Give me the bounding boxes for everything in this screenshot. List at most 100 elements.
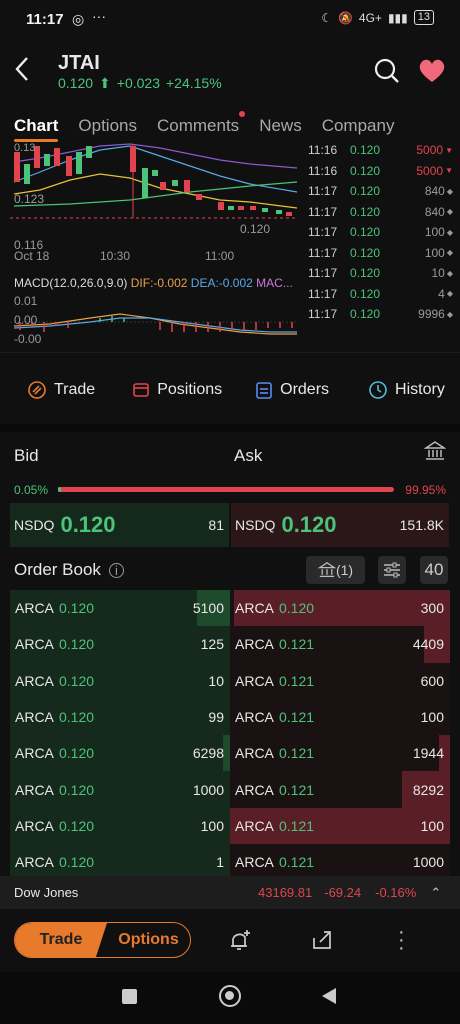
bid-level[interactable]: ARCA 0.120 10 bbox=[10, 662, 230, 699]
back-nav-button[interactable] bbox=[321, 987, 337, 1005]
best-bid[interactable]: NSDQ 0.120 81 bbox=[10, 503, 229, 547]
bid-ratio: 0.05% bbox=[14, 483, 49, 497]
search-button[interactable] bbox=[374, 58, 400, 89]
candle bbox=[152, 170, 158, 176]
tab-comments[interactable]: Comments bbox=[157, 111, 246, 136]
bid-level[interactable]: ARCA 0.120 125 bbox=[10, 626, 230, 663]
bid-size: 99 bbox=[208, 709, 224, 726]
ask-level[interactable]: ARCA 0.121 100 bbox=[230, 698, 450, 736]
bid-price: 0.120 bbox=[59, 854, 95, 871]
best-bid-exchange: NSDQ bbox=[14, 517, 55, 533]
candle bbox=[238, 206, 244, 210]
neutral-indicator-icon: ◆ bbox=[446, 268, 453, 278]
order-book-row[interactable]: ARCA 0.120 1 ARCA 0.121 1000 bbox=[10, 844, 450, 881]
watchlist-button[interactable] bbox=[418, 58, 446, 89]
macd-histogram bbox=[19, 322, 293, 332]
bid-price: 0.120 bbox=[59, 636, 95, 653]
moon-icon: ☾ bbox=[321, 10, 332, 25]
time-and-sales[interactable]: 11:16 0.120 5000 ▼ 11:16 0.120 5000 ▼ 11:17 0.1… bbox=[308, 140, 453, 350]
candle bbox=[76, 152, 82, 174]
tab-news[interactable]: News bbox=[259, 116, 302, 135]
index-ticker[interactable]: Dow Jones 43169.81 -69.24 -0.16% ⌃ bbox=[0, 876, 460, 909]
ask-depth-fill bbox=[423, 626, 450, 663]
orders-action[interactable]: Orders bbox=[256, 372, 329, 408]
candle bbox=[262, 208, 268, 212]
bid-ratio-fill bbox=[58, 487, 62, 492]
last-price: 0.120 bbox=[58, 75, 94, 91]
alert-button[interactable] bbox=[228, 928, 252, 957]
price-chart[interactable] bbox=[10, 142, 300, 262]
order-book-row[interactable]: ARCA 0.120 1000 ARCA 0.121 8292 bbox=[10, 771, 450, 808]
share-button[interactable] bbox=[310, 928, 334, 957]
last-price-tag: 0.120 bbox=[240, 222, 271, 236]
index-value: 43169.81 bbox=[258, 885, 313, 900]
trade-row: 11:17 0.120 9996 ◆ bbox=[308, 307, 453, 322]
chart-x-label: Oct 18 bbox=[14, 249, 50, 263]
neutral-indicator-icon: ◆ bbox=[446, 289, 453, 299]
order-book-row[interactable]: ARCA 0.120 125 ARCA 0.121 4409 bbox=[10, 626, 450, 663]
bid-level[interactable]: ARCA 0.120 100 bbox=[10, 807, 230, 845]
index-name: Dow Jones bbox=[14, 885, 79, 900]
ask-level[interactable]: ARCA 0.121 600 bbox=[230, 662, 450, 699]
chevron-up-icon[interactable]: ⌃ bbox=[430, 884, 442, 900]
ask-level[interactable]: ARCA 0.121 8292 bbox=[230, 771, 450, 808]
trade-action[interactable]: Trade bbox=[28, 372, 95, 408]
price-line: 0.120 ⬆ +0.023 +24.15% bbox=[58, 75, 222, 92]
bid-size: 100 bbox=[200, 817, 224, 834]
more-menu-button[interactable]: · · · bbox=[398, 922, 405, 958]
macd-dif: DIF:-0.002 bbox=[130, 276, 188, 290]
bank-button[interactable] bbox=[423, 440, 447, 467]
trade-icon bbox=[28, 381, 46, 399]
positions-action[interactable]: Positions bbox=[133, 372, 222, 408]
best-bid-price: 0.120 bbox=[60, 512, 116, 537]
bid-level[interactable]: ARCA 0.120 6298 bbox=[10, 735, 230, 772]
ask-level[interactable]: ARCA 0.120 300 bbox=[230, 590, 450, 627]
more-vertical-icon: · · · bbox=[398, 921, 405, 959]
recent-apps-button[interactable] bbox=[122, 989, 137, 1004]
order-book-row[interactable]: ARCA 0.120 100 ARCA 0.121 100 bbox=[10, 807, 450, 845]
ask-level[interactable]: ARCA 0.121 4409 bbox=[230, 626, 450, 663]
chart-y-label: 0.116 bbox=[14, 238, 44, 252]
macd-chart[interactable] bbox=[10, 292, 300, 348]
ask-level[interactable]: ARCA 0.121 1000 bbox=[230, 844, 450, 881]
order-book-row[interactable]: ARCA 0.120 6298 ARCA 0.121 1944 bbox=[10, 735, 450, 772]
candlestick-chart-svg bbox=[10, 143, 298, 219]
exchange-filter-button[interactable]: (1) bbox=[306, 556, 365, 584]
neutral-indicator-icon: ◆ bbox=[446, 186, 453, 196]
info-icon[interactable]: i bbox=[108, 562, 124, 578]
ask-label: Ask bbox=[234, 446, 263, 465]
tab-chart[interactable]: Chart bbox=[14, 116, 59, 142]
back-arrow-icon bbox=[15, 57, 28, 81]
tab-options[interactable]: Options bbox=[78, 116, 137, 135]
order-book-row[interactable]: ARCA 0.120 99 ARCA 0.121 100 bbox=[10, 698, 450, 736]
settings-sliders-button[interactable] bbox=[378, 556, 406, 584]
bid-size: 6298 bbox=[192, 745, 224, 762]
tab-company[interactable]: Company bbox=[321, 116, 395, 135]
options-button[interactable]: Options bbox=[118, 931, 179, 948]
index-change-pct: -0.16% bbox=[375, 885, 417, 900]
positions-icon bbox=[133, 383, 150, 397]
sliders-icon bbox=[384, 562, 400, 578]
bid-level[interactable]: ARCA 0.120 1 bbox=[10, 844, 230, 881]
candle bbox=[86, 146, 92, 158]
order-book-row[interactable]: ARCA 0.120 5100 ARCA 0.120 300 bbox=[10, 590, 450, 627]
trade-button[interactable]: Trade bbox=[15, 923, 107, 957]
bid-level[interactable]: ARCA 0.120 99 bbox=[10, 698, 230, 736]
trade-row: 11:17 0.120 10 ◆ bbox=[308, 266, 453, 281]
home-button[interactable] bbox=[219, 985, 241, 1007]
depth-button[interactable]: 40 bbox=[420, 556, 448, 584]
bid-ask-ratio-bar bbox=[58, 487, 394, 492]
bid-depth-fill bbox=[223, 735, 230, 772]
history-action[interactable]: History bbox=[369, 372, 445, 408]
bid-exchange: ARCA bbox=[15, 817, 54, 834]
order-book-row[interactable]: ARCA 0.120 10 ARCA 0.121 600 bbox=[10, 662, 450, 699]
tab-comments-label: Comments bbox=[157, 116, 240, 135]
bid-level[interactable]: ARCA 0.120 1000 bbox=[10, 771, 230, 808]
ask-level[interactable]: ARCA 0.121 1944 bbox=[230, 735, 450, 772]
bid-level[interactable]: ARCA 0.120 5100 bbox=[10, 590, 230, 627]
ask-level[interactable]: ARCA 0.121 100 bbox=[230, 807, 450, 845]
bid-size: 1 bbox=[216, 854, 224, 871]
bid-exchange: ARCA bbox=[15, 600, 54, 617]
best-ask[interactable]: NSDQ 0.120 151.8K bbox=[231, 503, 449, 547]
back-button[interactable] bbox=[14, 56, 30, 87]
